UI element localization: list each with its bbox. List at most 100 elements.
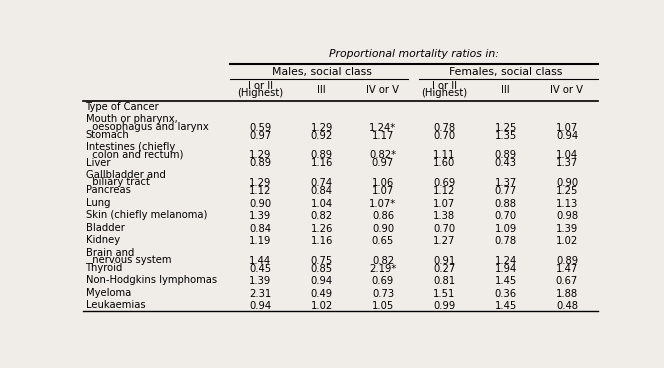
Text: 1.24: 1.24 [495,256,517,266]
Text: I or II: I or II [248,81,273,91]
Text: 1.25: 1.25 [556,186,578,196]
Text: 0.45: 0.45 [249,264,272,274]
Text: 1.19: 1.19 [249,236,272,246]
Text: 0.88: 0.88 [495,199,517,209]
Text: 1.04: 1.04 [556,151,578,160]
Text: oesophagus and larynx: oesophagus and larynx [86,122,208,132]
Text: 1.37: 1.37 [556,158,578,168]
Text: 0.59: 0.59 [249,123,272,132]
Text: 0.94: 0.94 [249,301,272,311]
Text: 0.89: 0.89 [556,256,578,266]
Text: 0.69: 0.69 [372,276,394,286]
Text: 0.48: 0.48 [556,301,578,311]
Text: 1.06: 1.06 [372,178,394,188]
Text: 0.82*: 0.82* [369,151,396,160]
Text: Leukaemias: Leukaemias [86,300,145,310]
Text: IV or V: IV or V [367,85,400,95]
Text: IV or V: IV or V [550,85,584,95]
Text: 0.73: 0.73 [372,289,394,299]
Text: 0.77: 0.77 [495,186,517,196]
Text: 0.90: 0.90 [556,178,578,188]
Text: Intestines (chiefly: Intestines (chiefly [86,142,175,152]
Text: 1.47: 1.47 [556,264,578,274]
Text: 1.45: 1.45 [495,276,517,286]
Text: 1.29: 1.29 [311,123,333,132]
Text: 1.16: 1.16 [311,158,333,168]
Text: 0.97: 0.97 [249,131,272,141]
Text: 0.90: 0.90 [372,223,394,234]
Text: 0.82: 0.82 [311,211,333,221]
Text: Bladder: Bladder [86,223,124,233]
Text: 0.94: 0.94 [311,276,333,286]
Text: Pancreas: Pancreas [86,185,130,195]
Text: 0.27: 0.27 [433,264,456,274]
Text: 1.24*: 1.24* [369,123,396,132]
Text: 0.84: 0.84 [249,223,272,234]
Text: 1.25: 1.25 [495,123,517,132]
Text: 0.99: 0.99 [433,301,456,311]
Text: Kidney: Kidney [86,235,120,245]
Text: 0.43: 0.43 [495,158,517,168]
Text: I or II: I or II [432,81,457,91]
Text: Males, social class: Males, social class [272,67,372,78]
Text: 0.89: 0.89 [311,151,333,160]
Text: 0.78: 0.78 [433,123,456,132]
Text: 0.36: 0.36 [495,289,517,299]
Text: 0.67: 0.67 [556,276,578,286]
Text: (Highest): (Highest) [421,88,467,99]
Text: 1.11: 1.11 [433,151,456,160]
Text: 1.05: 1.05 [372,301,394,311]
Text: 0.98: 0.98 [556,211,578,221]
Text: 1.07*: 1.07* [369,199,396,209]
Text: nervous system: nervous system [86,255,171,265]
Text: 1.13: 1.13 [556,199,578,209]
Text: 2.19*: 2.19* [369,264,396,274]
Text: 1.35: 1.35 [495,131,517,141]
Text: 1.29: 1.29 [249,151,272,160]
Text: 1.37: 1.37 [495,178,517,188]
Text: 0.70: 0.70 [433,131,456,141]
Text: 1.07: 1.07 [556,123,578,132]
Text: Stomach: Stomach [86,130,129,140]
Text: Non-Hodgkins lymphomas: Non-Hodgkins lymphomas [86,275,216,285]
Text: 0.82: 0.82 [372,256,394,266]
Text: 0.86: 0.86 [372,211,394,221]
Text: Type of Cancer: Type of Cancer [86,102,159,112]
Text: 0.70: 0.70 [495,211,517,221]
Text: 0.75: 0.75 [311,256,333,266]
Text: 0.91: 0.91 [433,256,456,266]
Text: 1.04: 1.04 [311,199,333,209]
Text: 0.74: 0.74 [311,178,333,188]
Text: Lung: Lung [86,198,110,208]
Text: 1.12: 1.12 [249,186,272,196]
Text: 1.39: 1.39 [249,276,272,286]
Text: 1.60: 1.60 [433,158,456,168]
Text: 1.16: 1.16 [311,236,333,246]
Text: biliary tract: biliary tract [86,177,149,187]
Text: 0.81: 0.81 [433,276,456,286]
Text: 1.45: 1.45 [495,301,517,311]
Text: 1.12: 1.12 [433,186,456,196]
Text: 1.02: 1.02 [311,301,333,311]
Text: Myeloma: Myeloma [86,288,131,298]
Text: 1.88: 1.88 [556,289,578,299]
Text: 1.38: 1.38 [433,211,456,221]
Text: 0.65: 0.65 [372,236,394,246]
Text: 1.07: 1.07 [433,199,456,209]
Text: 0.94: 0.94 [556,131,578,141]
Text: 1.07: 1.07 [372,186,394,196]
Text: Skin (chiefly melanoma): Skin (chiefly melanoma) [86,210,207,220]
Text: 0.97: 0.97 [372,158,394,168]
Text: Brain and: Brain and [86,248,134,258]
Text: 1.51: 1.51 [433,289,456,299]
Text: (Highest): (Highest) [237,88,284,99]
Text: 0.70: 0.70 [433,223,456,234]
Text: 1.09: 1.09 [495,223,517,234]
Text: 0.85: 0.85 [311,264,333,274]
Text: 0.89: 0.89 [249,158,272,168]
Text: 1.17: 1.17 [372,131,394,141]
Text: Proportional mortality ratios in:: Proportional mortality ratios in: [329,49,499,59]
Text: Thyroid: Thyroid [86,263,123,273]
Text: 2.31: 2.31 [249,289,272,299]
Text: Mouth or pharynx,: Mouth or pharynx, [86,114,177,124]
